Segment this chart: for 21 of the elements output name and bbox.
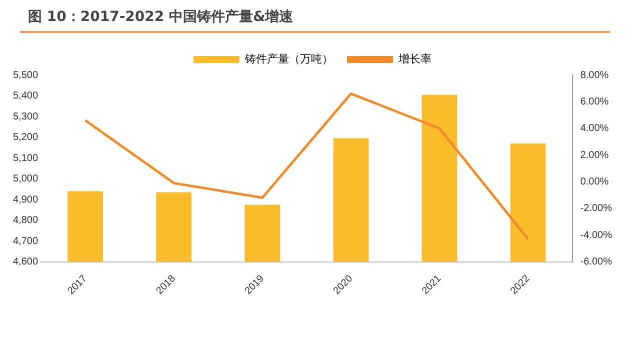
y-tick-label: 4,700 (12, 236, 38, 247)
y2-tick-label: 4.00% (580, 123, 609, 134)
legend-label: 增长率 (398, 52, 432, 66)
y2-tick-label: -6.00% (580, 256, 612, 268)
y-tick-label: 5,100 (12, 152, 38, 164)
y-tick-label: 4,600 (12, 256, 38, 268)
y-tick-label: 5,300 (12, 111, 38, 122)
y-tick-label: 5,200 (12, 132, 38, 144)
y-tick-label: 5,000 (12, 174, 38, 185)
y2-tick-label: 0.00% (580, 176, 609, 188)
y-tick-label: 5,400 (12, 90, 38, 102)
y2-tick-label: -2.00% (580, 203, 612, 214)
y2-tick-label: 8.00% (580, 70, 609, 81)
y-tick-label: 4,900 (12, 194, 38, 206)
y2-tick-label: 2.00% (580, 150, 609, 161)
y-tick-label: 5,500 (12, 70, 38, 81)
legend-label: 铸件产量（万吨） (244, 52, 333, 66)
y2-tick-label: 6.00% (580, 96, 609, 108)
chart-title: 图 10：2017-2022 中国铸件产量&增速 (28, 8, 294, 26)
y2-tick-label: -4.00% (580, 230, 612, 241)
y-tick-label: 4,800 (12, 215, 38, 226)
